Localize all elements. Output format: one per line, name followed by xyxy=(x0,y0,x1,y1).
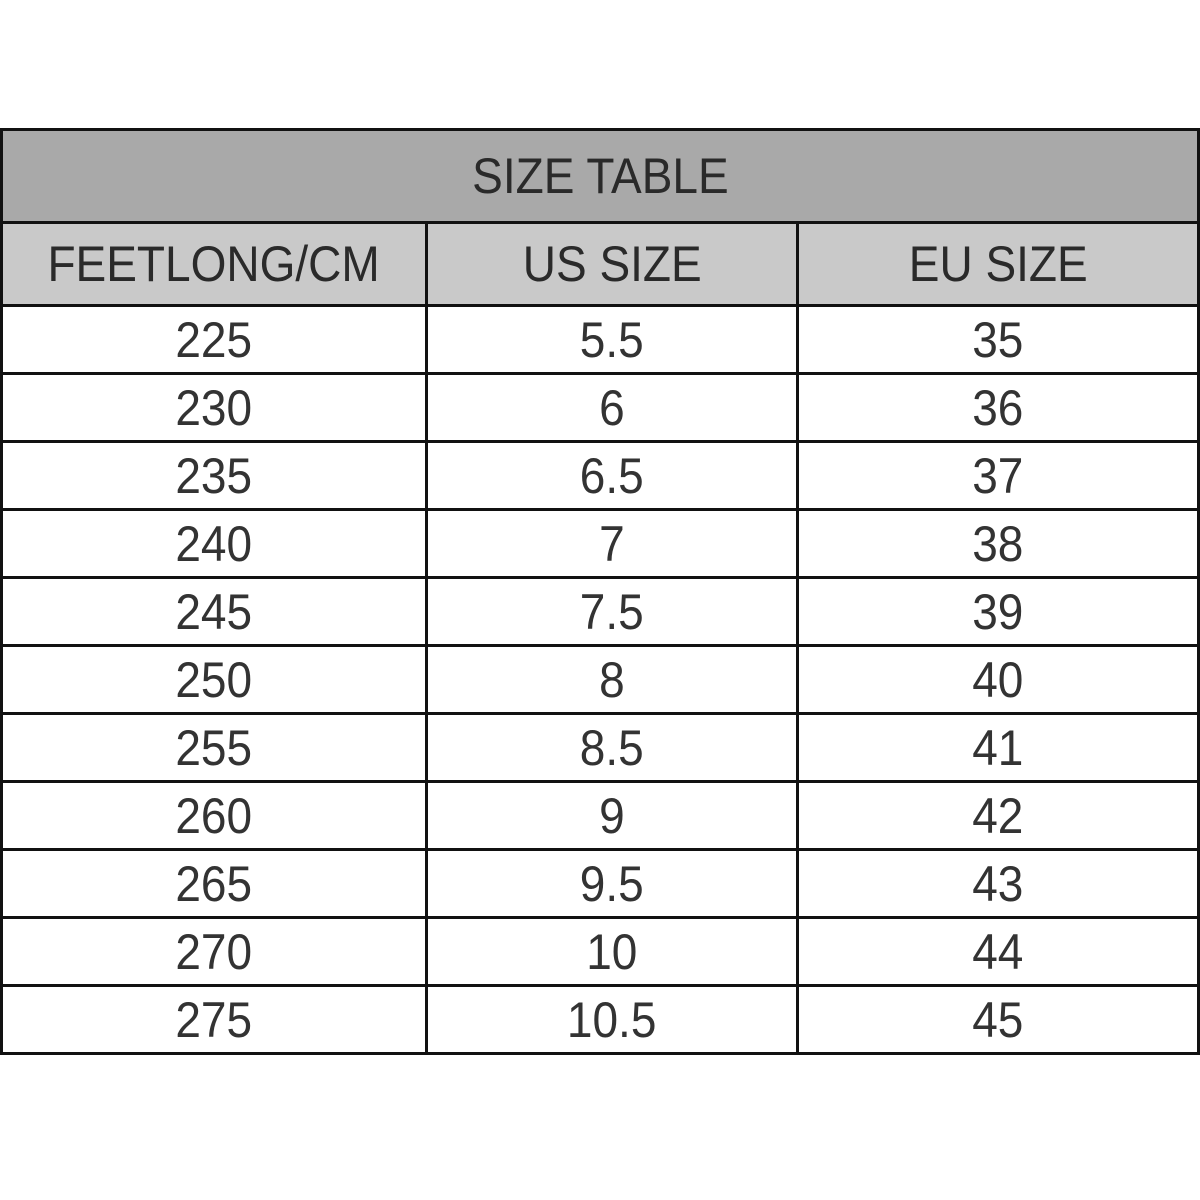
table-cell: 40 xyxy=(796,644,1200,715)
table-title-row: SIZE TABLE xyxy=(0,128,1200,224)
table-row: 265 9.5 43 xyxy=(0,848,1200,919)
table-cell: 10 xyxy=(425,916,799,987)
table-row: 260 9 42 xyxy=(0,780,1200,851)
table-cell: 37 xyxy=(796,440,1200,511)
table-cell: 8 xyxy=(425,644,799,715)
table-cell: 235 xyxy=(0,440,428,511)
table-cell: 9 xyxy=(425,780,799,851)
table-cell: 6.5 xyxy=(425,440,799,511)
table-cell: 43 xyxy=(796,848,1200,919)
table-cell: 42 xyxy=(796,780,1200,851)
table-cell: 7.5 xyxy=(425,576,799,647)
table-header-row: FEETLONG/CM US SIZE EU SIZE xyxy=(0,221,1200,307)
size-table: SIZE TABLE FEETLONG/CM US SIZE EU SIZE 2… xyxy=(0,128,1200,1055)
table-cell: 41 xyxy=(796,712,1200,783)
table-row: 235 6.5 37 xyxy=(0,440,1200,511)
table-cell: 270 xyxy=(0,916,428,987)
table-cell: 39 xyxy=(796,576,1200,647)
table-cell: 240 xyxy=(0,508,428,579)
table-cell: 45 xyxy=(796,984,1200,1055)
column-header: US SIZE xyxy=(425,221,799,307)
table-cell: 245 xyxy=(0,576,428,647)
table-row: 270 10 44 xyxy=(0,916,1200,987)
table-cell: 225 xyxy=(0,304,428,375)
table-row: 225 5.5 35 xyxy=(0,304,1200,375)
table-title: SIZE TABLE xyxy=(0,128,1200,224)
table-row: 255 8.5 41 xyxy=(0,712,1200,783)
table-cell: 10.5 xyxy=(425,984,799,1055)
table-row: 240 7 38 xyxy=(0,508,1200,579)
table-cell: 230 xyxy=(0,372,428,443)
table-cell: 8.5 xyxy=(425,712,799,783)
column-header: FEETLONG/CM xyxy=(0,221,428,307)
table-row: 275 10.5 45 xyxy=(0,984,1200,1055)
table-cell: 265 xyxy=(0,848,428,919)
table-cell: 275 xyxy=(0,984,428,1055)
table-cell: 36 xyxy=(796,372,1200,443)
table-cell: 38 xyxy=(796,508,1200,579)
table-row: 250 8 40 xyxy=(0,644,1200,715)
table-cell: 9.5 xyxy=(425,848,799,919)
table-cell: 5.5 xyxy=(425,304,799,375)
table-cell: 44 xyxy=(796,916,1200,987)
table-cell: 35 xyxy=(796,304,1200,375)
table-cell: 6 xyxy=(425,372,799,443)
table-row: 245 7.5 39 xyxy=(0,576,1200,647)
column-header: EU SIZE xyxy=(796,221,1200,307)
table-cell: 260 xyxy=(0,780,428,851)
table-row: 230 6 36 xyxy=(0,372,1200,443)
table-cell: 250 xyxy=(0,644,428,715)
table-cell: 7 xyxy=(425,508,799,579)
table-cell: 255 xyxy=(0,712,428,783)
